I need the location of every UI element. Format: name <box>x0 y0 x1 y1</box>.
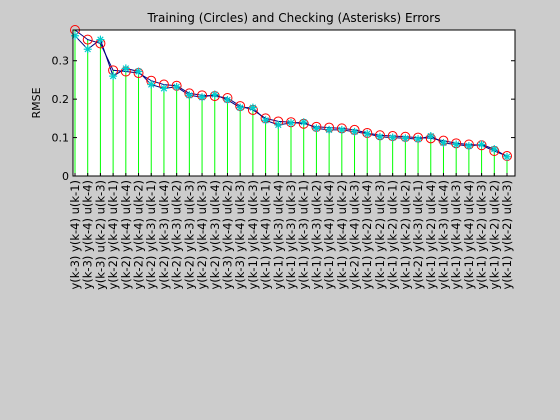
x-tick-label: y(k-2) y(k-3) u(k-4) <box>208 180 222 290</box>
y-tick-label: 0.3 <box>52 55 70 68</box>
x-tick-label: y(k-1) y(k-3) u(k-1) <box>297 180 311 290</box>
x-axis: y(k-3) y(k-4) u(k-1)y(k-3) y(k-4) u(k-4)… <box>68 173 514 290</box>
y-axis: 0 0.1 0.2 0.3 <box>52 55 515 183</box>
series-markers <box>70 25 512 162</box>
x-tick-label: y(k-2) y(k-3) u(k-4) <box>157 180 171 290</box>
checking-point <box>325 125 334 134</box>
x-tick-label: y(k-1) y(k-4) u(k-3) <box>449 180 463 290</box>
checking-point <box>439 138 448 147</box>
checking-point <box>299 118 308 127</box>
training-point <box>82 34 93 45</box>
checking-point <box>172 82 181 91</box>
checking-point <box>287 118 295 127</box>
x-tick-label: y(k-1) y(k-2) u(k-3) <box>500 180 514 290</box>
x-tick-label: y(k-1) y(k-2) u(k-3) <box>475 180 489 290</box>
checking-point <box>147 80 156 89</box>
x-tick-label: y(k-1) y(k-3) u(k-4) <box>271 180 285 290</box>
checking-point <box>452 140 461 149</box>
x-tick-label: y(k-1) y(k-2) u(k-4) <box>360 180 374 290</box>
chart-title: Training (Circles) and Checking (Asteris… <box>147 11 441 25</box>
checking-point <box>337 125 346 134</box>
checking-point <box>350 127 359 136</box>
x-tick-label: y(k-2) y(k-4) u(k-1) <box>106 180 120 290</box>
x-tick-label: y(k-1) y(k-2) u(k-4) <box>424 180 438 290</box>
x-tick-label: y(k-3) y(k-4) u(k-1) <box>68 180 82 290</box>
x-tick-label: y(k-1) y(k-4) u(k-4) <box>322 180 336 290</box>
x-tick-label: y(k-2) y(k-3) u(k-3) <box>182 180 196 290</box>
y-tick-label: 0.1 <box>52 132 70 145</box>
x-tick-label: y(k-3) y(k-4) u(k-4) <box>81 180 95 290</box>
checking-point <box>121 64 130 73</box>
checking-point <box>223 95 232 104</box>
x-tick-label: y(k-2) y(k-3) u(k-1) <box>144 180 158 290</box>
x-tick-label: y(k-2) y(k-3) u(k-2) <box>170 180 184 290</box>
y-axis-label: RMSE <box>30 87 43 118</box>
checking-point <box>96 35 105 44</box>
x-tick-label: y(k-1) y(k-4) u(k-1) <box>259 180 273 290</box>
x-tick-label: y(k-1) y(k-3) u(k-4) <box>437 180 451 290</box>
checking-point <box>248 103 257 112</box>
checking-point <box>71 31 79 40</box>
checking-point <box>198 93 207 102</box>
x-tick-label: y(k-2) y(k-4) u(k-2) <box>132 180 146 290</box>
checking-point <box>464 142 473 151</box>
checking-point <box>375 132 384 141</box>
x-tick-label: y(k-2) y(k-4) u(k-4) <box>119 180 133 290</box>
x-tick-label: y(k-1) y(k-3) u(k-3) <box>284 180 298 290</box>
x-tick-label: y(k-1) y(k-4) u(k-2) <box>335 180 349 290</box>
checking-point <box>414 135 423 144</box>
checking-point <box>159 84 168 93</box>
stem-lines <box>74 30 508 176</box>
plot-area <box>73 30 515 176</box>
x-tick-label: y(k-1) y(k-4) u(k-4) <box>462 180 476 290</box>
y-tick-label: 0.2 <box>52 93 70 106</box>
checking-point <box>490 145 499 154</box>
x-tick-label: y(k-3) y(k-4) u(k-2) <box>221 180 235 290</box>
x-tick-label: y(k-3) u(k-2) u(k-3) <box>93 180 107 290</box>
x-tick-label: y(k-1) y(k-4) u(k-3) <box>246 180 260 290</box>
checking-point <box>134 67 143 76</box>
checking-point <box>83 45 92 54</box>
checking-point <box>236 103 245 112</box>
y-tick-label: 0 <box>62 170 69 183</box>
x-tick-label: y(k-1) y(k-2) u(k-2) <box>487 180 501 290</box>
checking-point <box>261 116 270 125</box>
checking-point <box>363 129 372 138</box>
plot-frame <box>72 29 516 177</box>
checking-point <box>503 152 511 161</box>
x-tick-label: y(k-3) y(k-4) u(k-3) <box>233 180 247 290</box>
checking-point <box>388 133 397 142</box>
checking-point <box>401 134 410 143</box>
x-tick-label: y(k-1) y(k-2) u(k-1) <box>386 180 400 290</box>
checking-point <box>185 91 194 100</box>
checking-point <box>426 132 435 141</box>
checking-point <box>210 90 219 99</box>
x-tick-label: y(k-1) y(k-3) u(k-2) <box>309 180 323 290</box>
checking-point <box>312 124 321 133</box>
checking-point <box>109 72 118 81</box>
checking-point <box>477 140 486 149</box>
x-tick-label: y(k-2) y(k-3) u(k-1) <box>411 180 425 290</box>
x-tick-label: y(k-2) y(k-4) u(k-3) <box>348 180 362 290</box>
checking-point <box>274 120 283 129</box>
x-tick-label: y(k-1) y(k-2) u(k-2) <box>398 180 412 290</box>
x-tick-label: y(k-2) y(k-4) u(k-3) <box>195 180 209 290</box>
x-tick-label: y(k-1) y(k-2) u(k-3) <box>373 180 387 290</box>
